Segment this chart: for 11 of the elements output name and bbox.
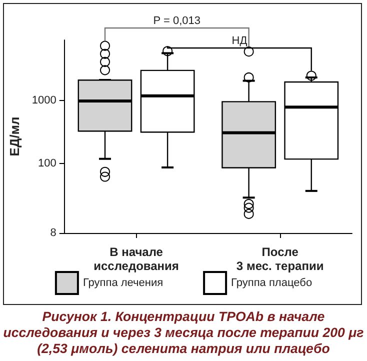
legend-label: Группа плацебо (231, 277, 312, 289)
y-tick-label: 8 (50, 227, 56, 239)
text: P = 0,013 (153, 15, 201, 27)
x-tick-label: После 3 мес. терапии (236, 245, 324, 273)
legend-label: Группа лечения (82, 277, 164, 289)
y-tick-label: 100 (38, 158, 56, 170)
x-tick-label: В начале исследования (94, 245, 179, 273)
text: Рисунок 1. Концентрации TPOAb в начале исследования и через 3 месяца после терапии 200 μг (2,53 μмоль) селенита натрия или плацебо (2, 309, 365, 357)
annotation: НД (232, 35, 248, 47)
y-axis-title: ЕД/мл (7, 116, 22, 156)
y-tick-label: 1000 (32, 94, 56, 106)
